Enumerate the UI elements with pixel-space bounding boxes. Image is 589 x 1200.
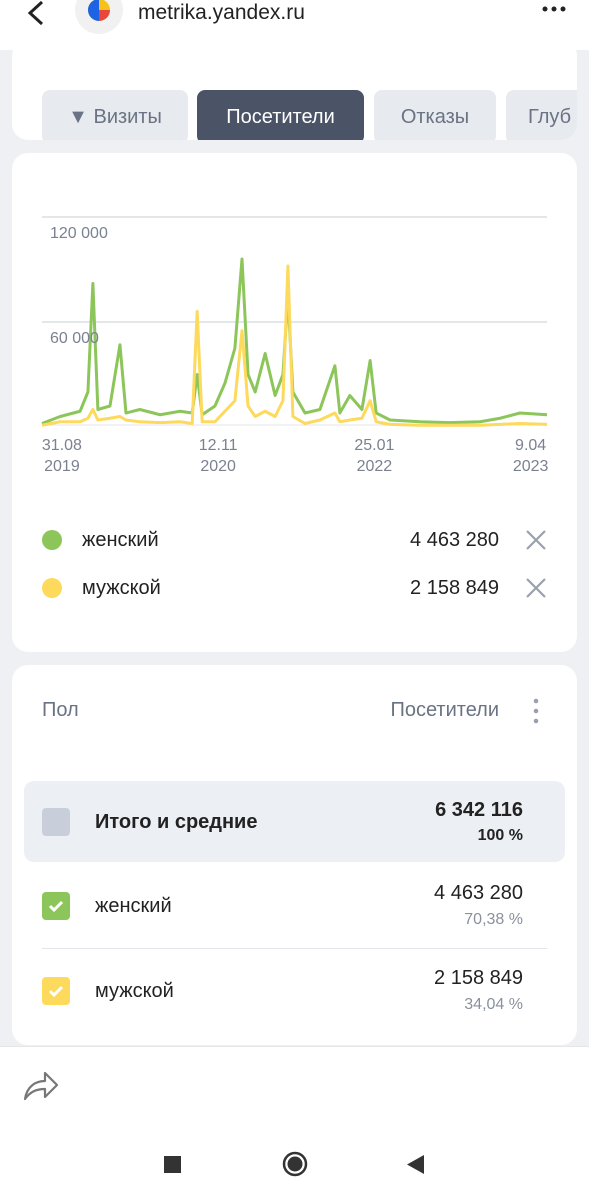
row-value: 2 158 849 (434, 967, 523, 989)
back-button[interactable] (20, 0, 50, 30)
menu-button[interactable] (540, 2, 570, 16)
legend-label: женский (82, 529, 159, 551)
divider (42, 948, 547, 949)
chart (41, 216, 548, 598)
nav-buttons (164, 1151, 424, 1177)
tab-label: Посетители (226, 106, 335, 128)
column-header: Посетители (390, 699, 499, 721)
nav-home[interactable] (282, 1151, 308, 1177)
x-tick-label: 25.01 2022 (354, 437, 395, 475)
bottom-toolbar (0, 1046, 589, 1131)
legend-marker (42, 530, 62, 550)
remove-series[interactable] (526, 530, 546, 550)
nav-back[interactable] (407, 1155, 424, 1174)
row-share: 70,38 % (464, 911, 523, 928)
tab[interactable]: Посетители (197, 90, 364, 140)
row-value: 4 463 280 (434, 882, 523, 904)
checkbox[interactable] (42, 892, 70, 920)
y-tick-label: 120 000 (50, 225, 108, 242)
row-label: мужской (95, 980, 174, 1002)
chart-card (12, 153, 577, 652)
x-tick-label: 9.04 2023 (512, 437, 549, 475)
tab[interactable]: ▼ Визиты (42, 90, 188, 140)
legend-total: 2 158 849 (410, 577, 499, 599)
site-icon (75, 0, 123, 34)
row-share: 100 % (477, 827, 523, 844)
tab-label: Визиты (93, 106, 162, 128)
tab[interactable]: Глуб (506, 90, 577, 140)
column-menu[interactable] (530, 697, 542, 727)
tab[interactable]: Отказы (374, 90, 496, 140)
checkbox[interactable] (42, 977, 70, 1005)
url: metrika.yandex.ru (138, 1, 305, 24)
x-tick-label: 12.11 2020 (198, 437, 238, 475)
y-tick-label: 60 000 (50, 330, 99, 347)
x-tick-label: 31.08 2019 (41, 437, 82, 475)
nav-recent[interactable] (164, 1156, 181, 1173)
row-label: женский (95, 895, 172, 917)
legend-marker (42, 578, 62, 598)
tab-label: Отказы (400, 106, 470, 128)
legend-total: 4 463 280 (410, 529, 499, 551)
tabs-card: ▼ Визиты Посетители Отказы Глуб (12, 40, 577, 140)
series-line (41, 264, 548, 427)
row-value: 6 342 116 (435, 799, 523, 821)
row-label: Итого и средние (95, 811, 258, 833)
tab-label: Глуб (528, 106, 572, 128)
series-line (41, 257, 548, 425)
legend-label: мужской (82, 577, 161, 599)
column-header: Пол (42, 699, 79, 721)
share-button[interactable] (22, 1066, 60, 1104)
checkbox[interactable] (42, 808, 70, 836)
total-row (24, 781, 565, 862)
remove-series[interactable] (526, 578, 546, 598)
row-share: 34,04 % (464, 996, 523, 1013)
